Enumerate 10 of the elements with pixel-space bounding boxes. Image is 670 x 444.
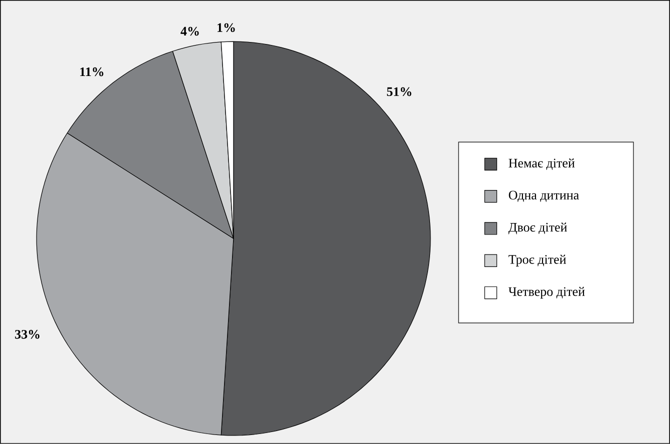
- legend-label: Двоє дітей: [508, 222, 567, 234]
- data-label: 11%: [80, 67, 104, 76]
- legend-label: Троє дітей: [508, 254, 566, 267]
- data-label: 33%: [15, 330, 40, 339]
- legend-label: Одна дитина: [508, 190, 579, 202]
- legend-label: Немає дітей: [508, 158, 575, 170]
- legend-label: Четверо дітей: [508, 286, 585, 299]
- data-label: 51%: [386, 87, 412, 96]
- data-label: 1%: [218, 23, 235, 32]
- data-label: 4%: [180, 26, 199, 36]
